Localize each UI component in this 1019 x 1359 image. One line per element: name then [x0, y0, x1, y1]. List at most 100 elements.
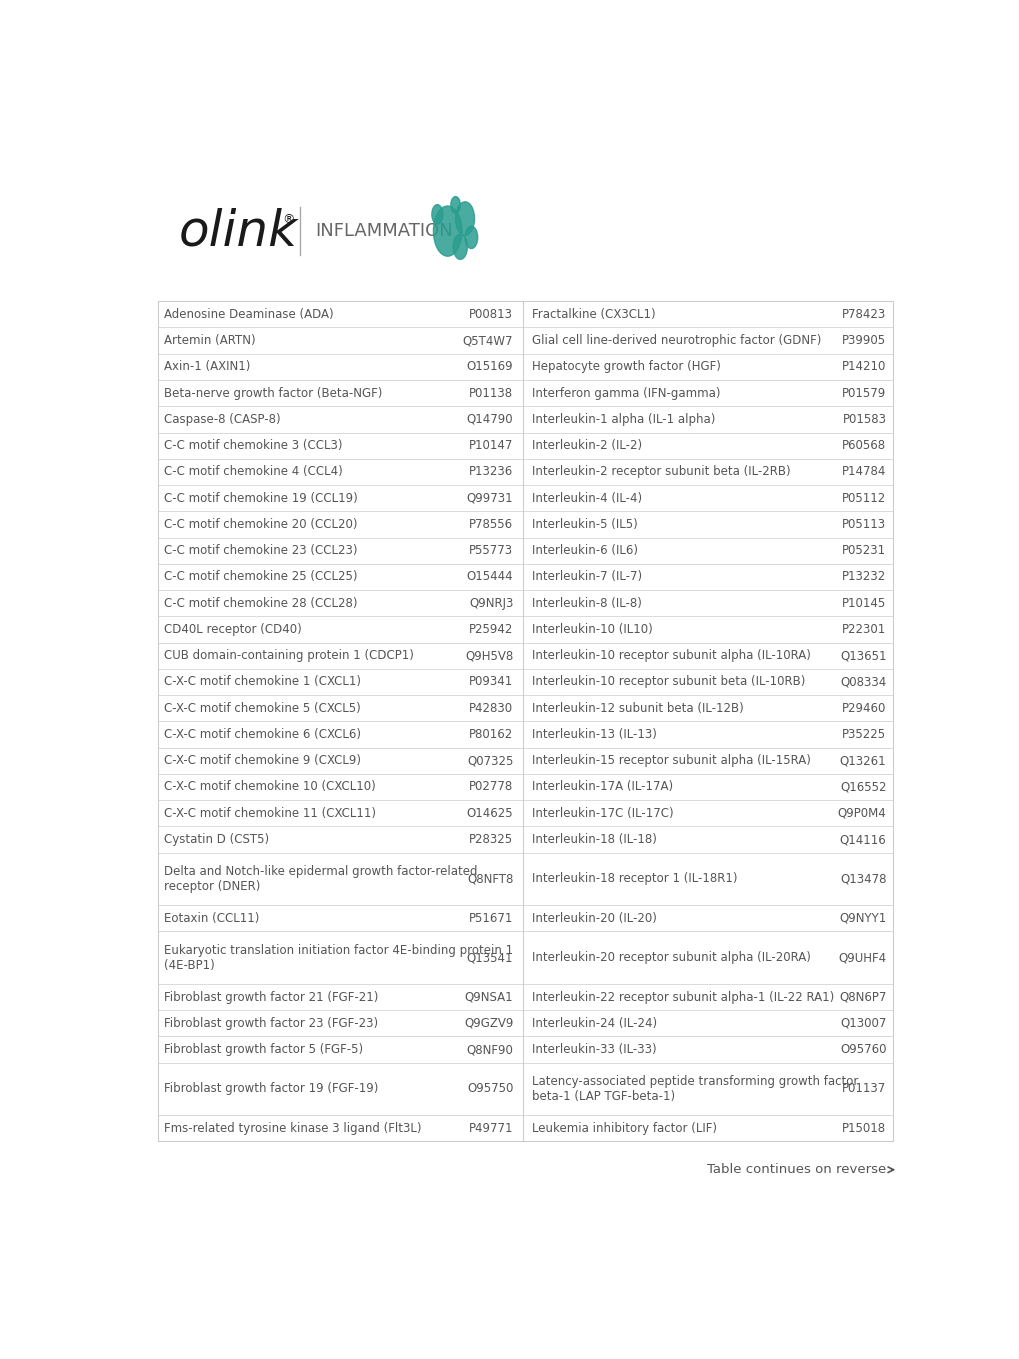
Text: C-X-C motif chemokine 1 (CXCL1): C-X-C motif chemokine 1 (CXCL1) [164, 675, 361, 689]
Text: Q13478: Q13478 [839, 872, 886, 886]
Text: Q99731: Q99731 [466, 492, 513, 504]
Text: O15444: O15444 [466, 571, 513, 583]
Text: Beta-nerve growth factor (Beta-NGF): Beta-nerve growth factor (Beta-NGF) [164, 386, 382, 400]
Text: P01583: P01583 [842, 413, 886, 425]
Text: Q14790: Q14790 [466, 413, 513, 425]
Text: Interleukin-20 receptor subunit alpha (IL-20RA): Interleukin-20 receptor subunit alpha (I… [532, 951, 810, 964]
FancyBboxPatch shape [157, 302, 892, 1142]
Text: P29460: P29460 [841, 701, 886, 715]
Text: Q8NF90: Q8NF90 [466, 1044, 513, 1056]
Text: O15169: O15169 [466, 360, 513, 374]
Text: P14784: P14784 [841, 465, 886, 478]
Text: P05231: P05231 [842, 544, 886, 557]
Text: Q08334: Q08334 [840, 675, 886, 689]
Text: Interferon gamma (IFN-gamma): Interferon gamma (IFN-gamma) [532, 386, 720, 400]
Text: Interleukin-13 (IL-13): Interleukin-13 (IL-13) [532, 728, 656, 741]
Text: Q9NRJ3: Q9NRJ3 [469, 597, 513, 610]
Text: Interleukin-12 subunit beta (IL-12B): Interleukin-12 subunit beta (IL-12B) [532, 701, 743, 715]
Text: Interleukin-6 (IL6): Interleukin-6 (IL6) [532, 544, 638, 557]
Text: P78556: P78556 [469, 518, 513, 531]
Text: P01579: P01579 [842, 386, 886, 400]
Text: Interleukin-24 (IL-24): Interleukin-24 (IL-24) [532, 1017, 656, 1030]
Text: Fibroblast growth factor 21 (FGF-21): Fibroblast growth factor 21 (FGF-21) [164, 991, 378, 1003]
Text: Q9NSA1: Q9NSA1 [465, 991, 513, 1003]
Text: Q14116: Q14116 [839, 833, 886, 847]
Text: Axin-1 (AXIN1): Axin-1 (AXIN1) [164, 360, 250, 374]
Text: Leukemia inhibitory factor (LIF): Leukemia inhibitory factor (LIF) [532, 1123, 716, 1135]
Ellipse shape [433, 207, 462, 257]
Ellipse shape [431, 205, 442, 224]
Text: P28325: P28325 [469, 833, 513, 847]
Text: Fms-related tyrosine kinase 3 ligand (Flt3L): Fms-related tyrosine kinase 3 ligand (Fl… [164, 1123, 421, 1135]
Text: Fibroblast growth factor 23 (FGF-23): Fibroblast growth factor 23 (FGF-23) [164, 1017, 378, 1030]
Text: P80162: P80162 [469, 728, 513, 741]
Text: Interleukin-8 (IL-8): Interleukin-8 (IL-8) [532, 597, 642, 610]
Text: P15018: P15018 [842, 1123, 886, 1135]
Text: P13232: P13232 [842, 571, 886, 583]
Text: Interleukin-17C (IL-17C): Interleukin-17C (IL-17C) [532, 807, 674, 819]
Text: Eukaryotic translation initiation factor 4E-binding protein 1
(4E-BP1): Eukaryotic translation initiation factor… [164, 943, 513, 972]
Text: P49771: P49771 [469, 1123, 513, 1135]
Text: P02778: P02778 [469, 780, 513, 794]
Text: C-C motif chemokine 25 (CCL25): C-C motif chemokine 25 (CCL25) [164, 571, 357, 583]
Text: C-X-C motif chemokine 9 (CXCL9): C-X-C motif chemokine 9 (CXCL9) [164, 754, 361, 768]
Text: Delta and Notch-like epidermal growth factor-related
receptor (DNER): Delta and Notch-like epidermal growth fa… [164, 864, 477, 893]
Text: C-C motif chemokine 3 (CCL3): C-C motif chemokine 3 (CCL3) [164, 439, 342, 453]
Ellipse shape [465, 226, 477, 249]
Text: P14210: P14210 [841, 360, 886, 374]
Text: Q9H5V8: Q9H5V8 [465, 650, 513, 662]
Text: INFLAMMATION: INFLAMMATION [315, 222, 452, 241]
Text: Fibroblast growth factor 19 (FGF-19): Fibroblast growth factor 19 (FGF-19) [164, 1083, 378, 1095]
Text: CUB domain-containing protein 1 (CDCP1): CUB domain-containing protein 1 (CDCP1) [164, 650, 414, 662]
Text: Interleukin-2 receptor subunit beta (IL-2RB): Interleukin-2 receptor subunit beta (IL-… [532, 465, 790, 478]
Text: Fibroblast growth factor 5 (FGF-5): Fibroblast growth factor 5 (FGF-5) [164, 1044, 363, 1056]
Text: Q16552: Q16552 [839, 780, 886, 794]
Ellipse shape [452, 234, 467, 260]
Text: P60568: P60568 [842, 439, 886, 453]
Text: Q13541: Q13541 [467, 951, 513, 964]
Text: Q13261: Q13261 [839, 754, 886, 768]
Text: C-X-C motif chemokine 5 (CXCL5): C-X-C motif chemokine 5 (CXCL5) [164, 701, 361, 715]
Text: P05113: P05113 [842, 518, 886, 531]
Text: Interleukin-10 (IL10): Interleukin-10 (IL10) [532, 622, 652, 636]
Text: Interleukin-33 (IL-33): Interleukin-33 (IL-33) [532, 1044, 656, 1056]
Text: CD40L receptor (CD40): CD40L receptor (CD40) [164, 622, 302, 636]
Text: Artemin (ARTN): Artemin (ARTN) [164, 334, 255, 347]
Text: Q8NFT8: Q8NFT8 [467, 872, 513, 886]
Text: Hepatocyte growth factor (HGF): Hepatocyte growth factor (HGF) [532, 360, 720, 374]
Text: Interleukin-18 (IL-18): Interleukin-18 (IL-18) [532, 833, 656, 847]
Text: Eotaxin (CCL11): Eotaxin (CCL11) [164, 912, 259, 924]
Text: P00813: P00813 [469, 308, 513, 321]
Text: Interleukin-10 receptor subunit alpha (IL-10RA): Interleukin-10 receptor subunit alpha (I… [532, 650, 810, 662]
Text: Interleukin-17A (IL-17A): Interleukin-17A (IL-17A) [532, 780, 673, 794]
Text: O95750: O95750 [467, 1083, 513, 1095]
Text: Latency-associated peptide transforming growth factor
beta-1 (LAP TGF-beta-1): Latency-associated peptide transforming … [532, 1075, 858, 1104]
Text: Table continues on reverse: Table continues on reverse [706, 1163, 886, 1177]
Text: Interleukin-4 (IL-4): Interleukin-4 (IL-4) [532, 492, 642, 504]
Text: olink: olink [178, 207, 298, 255]
Text: P51671: P51671 [469, 912, 513, 924]
Text: C-C motif chemokine 20 (CCL20): C-C motif chemokine 20 (CCL20) [164, 518, 357, 531]
Text: Fractalkine (CX3CL1): Fractalkine (CX3CL1) [532, 308, 655, 321]
Text: P10147: P10147 [469, 439, 513, 453]
Text: P25942: P25942 [469, 622, 513, 636]
Text: C-C motif chemokine 19 (CCL19): C-C motif chemokine 19 (CCL19) [164, 492, 358, 504]
Text: Interleukin-2 (IL-2): Interleukin-2 (IL-2) [532, 439, 642, 453]
Text: Interleukin-7 (IL-7): Interleukin-7 (IL-7) [532, 571, 642, 583]
Text: O14625: O14625 [466, 807, 513, 819]
Text: Q13651: Q13651 [839, 650, 886, 662]
Text: Cystatin D (CST5): Cystatin D (CST5) [164, 833, 269, 847]
Text: Q07325: Q07325 [467, 754, 513, 768]
Text: Adenosine Deaminase (ADA): Adenosine Deaminase (ADA) [164, 308, 333, 321]
Text: P39905: P39905 [842, 334, 886, 347]
Text: C-C motif chemokine 23 (CCL23): C-C motif chemokine 23 (CCL23) [164, 544, 357, 557]
Text: O95760: O95760 [839, 1044, 886, 1056]
Text: Q9GZV9: Q9GZV9 [464, 1017, 513, 1030]
Text: Q13007: Q13007 [840, 1017, 886, 1030]
Text: Interleukin-1 alpha (IL-1 alpha): Interleukin-1 alpha (IL-1 alpha) [532, 413, 715, 425]
Text: P01137: P01137 [842, 1083, 886, 1095]
Text: Interleukin-20 (IL-20): Interleukin-20 (IL-20) [532, 912, 656, 924]
Text: P09341: P09341 [469, 675, 513, 689]
Text: Q9UHF4: Q9UHF4 [838, 951, 886, 964]
Text: Interleukin-15 receptor subunit alpha (IL-15RA): Interleukin-15 receptor subunit alpha (I… [532, 754, 810, 768]
